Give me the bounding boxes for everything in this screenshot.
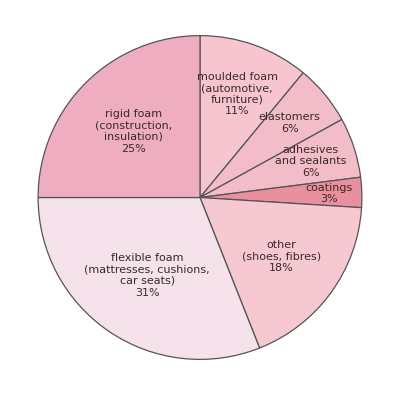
Wedge shape: [200, 36, 303, 198]
Wedge shape: [200, 177, 362, 208]
Wedge shape: [200, 73, 342, 198]
Text: flexible foam
(mattresses, cushions,
car seats)
31%: flexible foam (mattresses, cushions, car…: [84, 253, 210, 297]
Text: moulded foam
(automotive,
furniture)
11%: moulded foam (automotive, furniture) 11%: [197, 71, 278, 116]
Text: adhesives
and sealants
6%: adhesives and sealants 6%: [275, 145, 346, 178]
Text: coatings
3%: coatings 3%: [306, 182, 353, 204]
Wedge shape: [38, 198, 260, 359]
Wedge shape: [200, 120, 361, 198]
Text: rigid foam
(construction,
insulation)
25%: rigid foam (construction, insulation) 25…: [95, 109, 172, 154]
Wedge shape: [200, 198, 362, 348]
Wedge shape: [38, 36, 200, 198]
Text: other
(shoes, fibres)
18%: other (shoes, fibres) 18%: [242, 240, 321, 273]
Text: elastomers
6%: elastomers 6%: [259, 113, 321, 134]
